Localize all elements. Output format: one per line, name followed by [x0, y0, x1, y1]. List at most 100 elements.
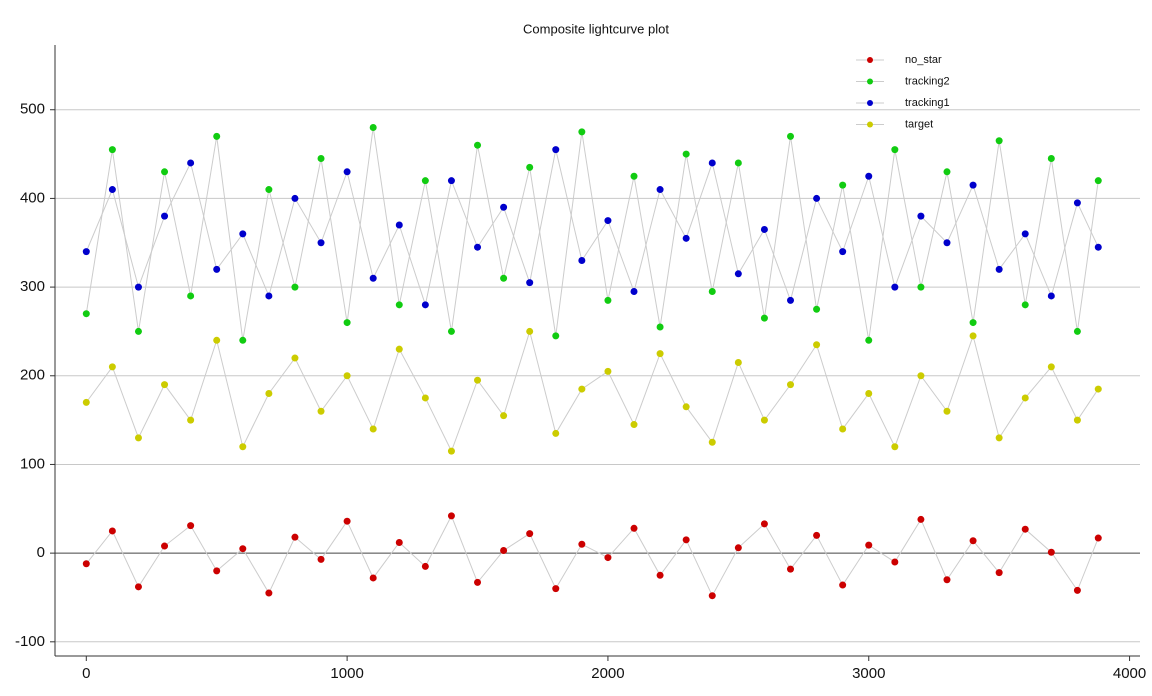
data-point	[526, 279, 534, 287]
legend-marker	[867, 121, 873, 128]
data-point	[343, 319, 351, 327]
data-point	[500, 546, 508, 554]
data-point	[1073, 416, 1081, 424]
data-point	[969, 181, 977, 189]
data-point	[891, 283, 899, 291]
data-point	[813, 305, 821, 313]
data-point	[526, 327, 534, 335]
data-point	[656, 186, 664, 194]
data-point	[317, 555, 325, 563]
data-point	[108, 146, 116, 154]
data-point	[474, 141, 482, 149]
data-point	[578, 128, 586, 136]
data-point	[395, 301, 403, 309]
data-point	[239, 336, 247, 344]
data-point	[265, 292, 273, 300]
legend-label: tracking2	[905, 75, 950, 87]
legend-marker	[867, 57, 873, 63]
data-point	[1047, 548, 1055, 556]
data-point	[813, 531, 821, 539]
y-tick-label: 400	[20, 189, 45, 206]
data-point	[82, 248, 90, 256]
y-tick-label: 200	[20, 367, 45, 384]
data-point	[839, 581, 847, 589]
data-point	[839, 248, 847, 256]
data-point	[134, 583, 142, 591]
data-point	[82, 398, 90, 406]
series-line	[85, 329, 1099, 453]
legend-marker	[867, 100, 873, 106]
data-point	[291, 283, 299, 291]
data-point	[343, 517, 351, 525]
data-point	[917, 372, 925, 380]
data-point	[995, 434, 1003, 442]
data-point	[760, 416, 768, 424]
data-point	[317, 407, 325, 415]
data-point	[187, 416, 195, 424]
data-point	[1073, 327, 1081, 335]
data-point	[187, 522, 195, 530]
data-point	[813, 341, 821, 349]
data-point	[134, 434, 142, 442]
data-point	[395, 345, 403, 353]
data-point	[239, 545, 247, 553]
data-point	[474, 243, 482, 251]
data-point	[604, 217, 612, 225]
x-tick-label: 4000	[1113, 665, 1146, 682]
data-point	[343, 372, 351, 380]
data-point	[1073, 586, 1081, 594]
data-point	[656, 323, 664, 331]
data-point	[395, 221, 403, 229]
data-point	[578, 385, 586, 393]
data-point	[787, 565, 795, 573]
y-tick-label: 500	[20, 101, 45, 118]
data-point	[630, 421, 638, 429]
data-point	[552, 585, 560, 593]
data-point	[969, 537, 977, 545]
data-point	[552, 429, 560, 437]
data-point	[917, 515, 925, 523]
data-point	[708, 159, 716, 167]
data-point	[500, 203, 508, 211]
data-point	[604, 554, 612, 562]
y-tick-label: 0	[37, 544, 45, 561]
data-point	[813, 194, 821, 202]
data-point	[474, 376, 482, 384]
data-point	[213, 336, 221, 344]
data-point	[265, 186, 273, 194]
data-point	[604, 296, 612, 304]
data-point	[213, 132, 221, 140]
data-point	[943, 576, 951, 584]
data-point	[630, 524, 638, 532]
data-point	[291, 354, 299, 362]
legend-label: tracking1	[905, 97, 950, 109]
data-point	[369, 425, 377, 433]
legend-label: no_star	[905, 54, 942, 66]
data-point	[1021, 301, 1029, 309]
data-point	[421, 562, 429, 570]
data-point	[1094, 177, 1102, 185]
data-point	[656, 571, 664, 579]
data-point	[82, 560, 90, 568]
x-tick-label: 1000	[330, 665, 363, 682]
data-point	[760, 314, 768, 322]
data-point	[291, 194, 299, 202]
data-point	[734, 544, 742, 552]
y-tick-label: -100	[15, 633, 45, 650]
data-point	[552, 146, 560, 154]
data-point	[474, 578, 482, 586]
data-point	[500, 412, 508, 420]
data-point	[265, 390, 273, 398]
data-point	[656, 350, 664, 358]
data-point	[891, 443, 899, 451]
data-point	[500, 274, 508, 282]
data-point	[943, 407, 951, 415]
data-point	[369, 574, 377, 582]
data-point	[787, 132, 795, 140]
data-point	[447, 177, 455, 185]
data-point	[734, 159, 742, 167]
data-point	[917, 212, 925, 220]
data-point	[213, 567, 221, 575]
data-point	[1047, 292, 1055, 300]
